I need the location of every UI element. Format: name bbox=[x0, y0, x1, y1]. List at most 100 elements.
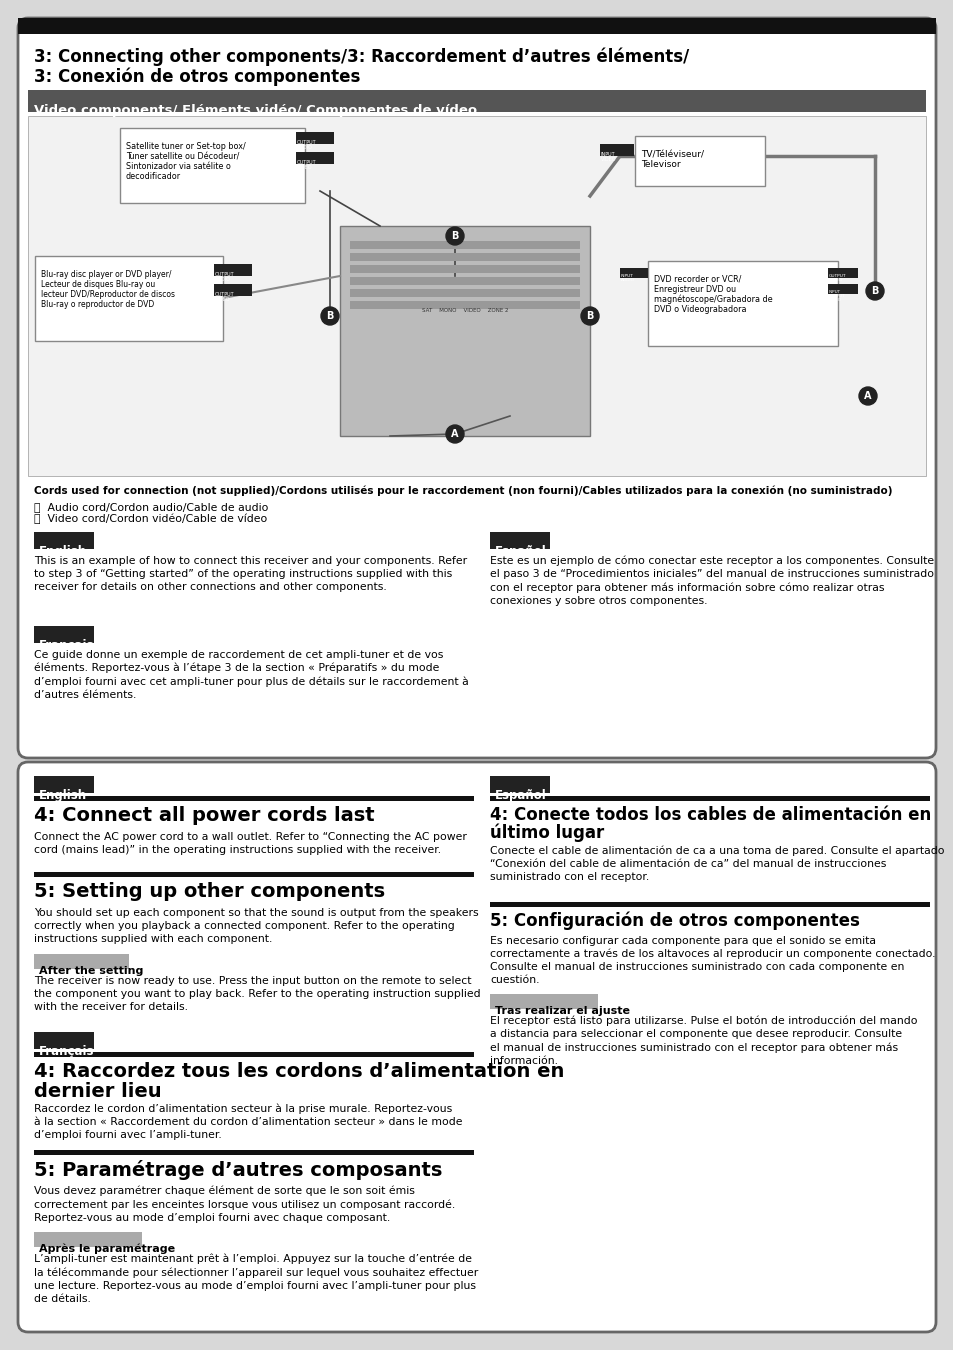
Text: Sintonizador via satélite o: Sintonizador via satélite o bbox=[126, 162, 231, 171]
Text: Conecte el cable de alimentación de ca a una toma de pared. Consulte el apartado: Conecte el cable de alimentación de ca a… bbox=[490, 846, 943, 882]
Text: 4: Raccordez tous les cordons d’alimentation en: 4: Raccordez tous les cordons d’alimenta… bbox=[34, 1062, 564, 1081]
Text: Raccordez le cordon d’alimentation secteur à la prise murale. Reportez-vous
à la: Raccordez le cordon d’alimentation secte… bbox=[34, 1104, 462, 1141]
Text: dernier lieu: dernier lieu bbox=[34, 1081, 161, 1102]
Bar bbox=[34, 776, 94, 792]
Text: Français: Français bbox=[39, 639, 94, 652]
Text: Blu-ray disc player or DVD player/: Blu-ray disc player or DVD player/ bbox=[41, 270, 172, 279]
Text: B: B bbox=[326, 310, 334, 321]
Text: DVD recorder or VCR/: DVD recorder or VCR/ bbox=[654, 275, 740, 284]
Bar bbox=[34, 626, 94, 643]
Text: TV/Téléviseur/: TV/Téléviseur/ bbox=[640, 150, 703, 159]
Text: El receptor está listo para utilizarse. Pulse el botón de introducción del mando: El receptor está listo para utilizarse. … bbox=[490, 1017, 917, 1065]
Text: You should set up each component so that the sound is output from the speakers
c: You should set up each component so that… bbox=[34, 909, 478, 944]
Bar bbox=[635, 136, 764, 186]
Bar bbox=[34, 872, 474, 878]
FancyBboxPatch shape bbox=[18, 18, 935, 757]
Text: Vous devez paramétrer chaque élément de sorte que le son soit émis
correctement : Vous devez paramétrer chaque élément de … bbox=[34, 1187, 455, 1223]
Text: Connect the AC power cord to a wall outlet. Refer to “Connecting the AC power
co: Connect the AC power cord to a wall outl… bbox=[34, 832, 466, 855]
Text: Tuner satellite ou Décodeur/: Tuner satellite ou Décodeur/ bbox=[126, 153, 239, 161]
Text: English: English bbox=[39, 545, 87, 558]
Text: B: B bbox=[870, 286, 878, 296]
Bar bbox=[490, 902, 929, 907]
Text: OUTPUT
VIDEO: OUTPUT VIDEO bbox=[296, 161, 316, 170]
Bar bbox=[350, 289, 579, 297]
Text: 3: Connecting other components/3: Raccordement d’autres éléments/: 3: Connecting other components/3: Raccor… bbox=[34, 49, 688, 66]
Text: Español: Español bbox=[495, 788, 546, 802]
Bar bbox=[213, 265, 252, 275]
Bar bbox=[28, 90, 925, 112]
Text: 5: Setting up other components: 5: Setting up other components bbox=[34, 882, 385, 900]
Bar bbox=[34, 1150, 474, 1156]
Text: lecteur DVD/Reproductor de discos: lecteur DVD/Reproductor de discos bbox=[41, 290, 174, 298]
Bar bbox=[34, 796, 474, 801]
Text: Cords used for connection (not supplied)/Cordons utilisés pour le raccordement (: Cords used for connection (not supplied)… bbox=[34, 486, 892, 497]
Text: This is an example of how to connect this receiver and your components. Refer
to: This is an example of how to connect thi… bbox=[34, 556, 467, 591]
Bar bbox=[34, 1233, 142, 1247]
Circle shape bbox=[858, 387, 876, 405]
Bar bbox=[647, 261, 837, 346]
Text: SAT    MONO    VIDEO    ZONE 2: SAT MONO VIDEO ZONE 2 bbox=[421, 308, 508, 313]
Text: 3: Conexión de otros componentes: 3: Conexión de otros componentes bbox=[34, 68, 360, 86]
Circle shape bbox=[446, 227, 463, 244]
Bar bbox=[34, 1031, 94, 1049]
Text: Este es un ejemplo de cómo conectar este receptor a los componentes. Consulte
el: Este es un ejemplo de cómo conectar este… bbox=[490, 556, 933, 606]
Circle shape bbox=[320, 306, 338, 325]
Bar bbox=[295, 132, 334, 144]
Bar bbox=[490, 796, 929, 801]
Bar bbox=[120, 128, 305, 202]
Text: 5: Configuración de otros componentes: 5: Configuración de otros componentes bbox=[490, 913, 859, 930]
Text: 4: Connect all power cords last: 4: Connect all power cords last bbox=[34, 806, 375, 825]
Text: Enregistreur DVD ou: Enregistreur DVD ou bbox=[654, 285, 736, 294]
Bar bbox=[34, 1052, 474, 1057]
Bar bbox=[350, 252, 579, 261]
Text: INPUT
AUDIO: INPUT AUDIO bbox=[620, 274, 635, 282]
Text: Après le paramétrage: Après le paramétrage bbox=[39, 1243, 175, 1254]
Bar bbox=[34, 532, 94, 549]
Text: English: English bbox=[39, 788, 87, 802]
Bar bbox=[350, 265, 579, 273]
Bar bbox=[213, 284, 252, 296]
Text: B: B bbox=[586, 310, 593, 321]
Bar bbox=[28, 116, 925, 477]
Text: OUTPUT
AUDIO: OUTPUT AUDIO bbox=[296, 140, 316, 150]
Bar bbox=[35, 256, 223, 342]
Text: After the setting: After the setting bbox=[39, 967, 143, 976]
Text: The receiver is now ready to use. Press the input button on the remote to select: The receiver is now ready to use. Press … bbox=[34, 976, 480, 1011]
Text: A: A bbox=[863, 392, 871, 401]
Bar bbox=[350, 301, 579, 309]
Text: Blu-ray o reproductor de DVD: Blu-ray o reproductor de DVD bbox=[41, 300, 154, 309]
Text: magnétoscope/Grabadora de: magnétoscope/Grabadora de bbox=[654, 296, 772, 305]
Bar bbox=[827, 269, 857, 278]
Bar bbox=[350, 277, 579, 285]
Text: INPUT
VIDEO: INPUT VIDEO bbox=[600, 153, 616, 162]
Text: Tras realizar el ajuste: Tras realizar el ajuste bbox=[495, 1006, 629, 1017]
Text: B: B bbox=[451, 231, 458, 242]
Text: Video components/ Eléments vidéo/ Componentes de vídeo: Video components/ Eléments vidéo/ Compon… bbox=[34, 104, 476, 117]
Text: Satellite tuner or Set-top box/: Satellite tuner or Set-top box/ bbox=[126, 142, 246, 151]
Text: 5: Paramétrage d’autres composants: 5: Paramétrage d’autres composants bbox=[34, 1160, 442, 1180]
Text: Ⓑ  Video cord/Cordon vidéo/Cable de vídeo: Ⓑ Video cord/Cordon vidéo/Cable de vídeo bbox=[34, 514, 267, 525]
Text: decodificador: decodificador bbox=[126, 171, 181, 181]
Bar bbox=[350, 242, 579, 248]
Text: INPUT
OUTPUT
VIDEO: INPUT OUTPUT VIDEO bbox=[828, 290, 845, 302]
Text: Français: Français bbox=[39, 1045, 94, 1058]
Text: Español: Español bbox=[495, 545, 546, 558]
Bar bbox=[599, 144, 634, 157]
Bar bbox=[339, 225, 589, 436]
Bar bbox=[18, 18, 935, 34]
Bar bbox=[490, 994, 598, 1008]
Circle shape bbox=[446, 425, 463, 443]
Text: A: A bbox=[451, 429, 458, 439]
Circle shape bbox=[865, 282, 883, 300]
Text: DVD o Videograbadora: DVD o Videograbadora bbox=[654, 305, 745, 315]
Text: Es necesario configurar cada componente para que el sonido se emita
correctament: Es necesario configurar cada componente … bbox=[490, 936, 935, 986]
Circle shape bbox=[580, 306, 598, 325]
Text: OUTPUT
VIDEO: OUTPUT VIDEO bbox=[214, 292, 234, 302]
Bar bbox=[295, 153, 334, 163]
Bar bbox=[490, 532, 550, 549]
Bar bbox=[34, 954, 129, 969]
Text: L’ampli-tuner est maintenant prêt à l’emploi. Appuyez sur la touche d’entrée de
: L’ampli-tuner est maintenant prêt à l’em… bbox=[34, 1254, 477, 1304]
Text: OUTPUT
AUDIO: OUTPUT AUDIO bbox=[214, 271, 234, 282]
Text: Televisor: Televisor bbox=[640, 161, 679, 169]
Bar bbox=[490, 776, 550, 792]
